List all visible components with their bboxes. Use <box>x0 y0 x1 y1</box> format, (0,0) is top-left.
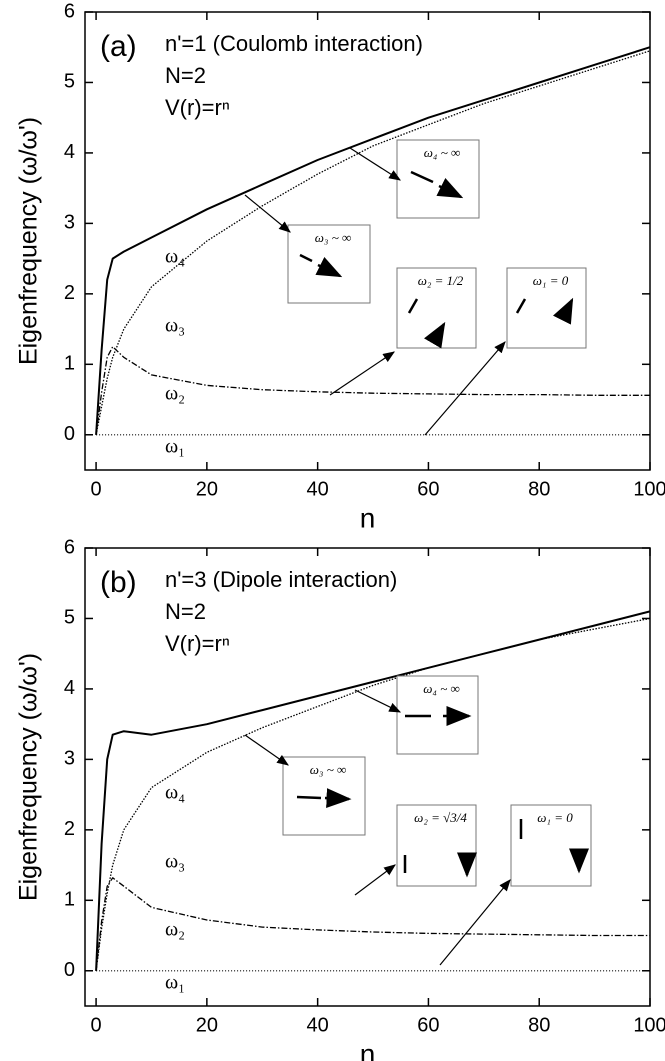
pointer-arrow <box>354 864 396 896</box>
x-axis-label: n <box>360 1038 376 1061</box>
inset-vectors <box>299 255 340 276</box>
inset: ω₃ ~ ∞ <box>287 224 371 304</box>
x-tick-label: 60 <box>417 1014 439 1036</box>
inset-formula: ω₄ ~ ∞ <box>423 681 460 696</box>
y-tick-label: 4 <box>64 677 75 699</box>
pointer-arrow <box>349 147 402 181</box>
y-tick-label: 1 <box>64 353 75 375</box>
series-label: ω₄ <box>165 782 185 804</box>
x-tick-label: 80 <box>528 1014 550 1036</box>
plot-frame <box>84 547 651 1007</box>
y-tick-label: 4 <box>64 141 75 163</box>
series-label: ω₁ <box>165 972 185 994</box>
series-line <box>95 46 651 435</box>
series-line <box>95 50 651 435</box>
inset: ω₁ = 0 <box>506 267 586 349</box>
inset-vectors <box>410 170 461 197</box>
series-label: ω₄ <box>165 246 185 268</box>
series-line <box>95 877 650 971</box>
inset-vectors <box>296 797 349 799</box>
y-tick-label: 3 <box>64 212 75 234</box>
annotation: N=2 <box>165 63 206 88</box>
x-tick-label: 0 <box>91 1014 102 1036</box>
y-tick-label: 2 <box>64 818 75 840</box>
inset-formula: ω₃ ~ ∞ <box>315 230 352 245</box>
series-line <box>95 346 650 435</box>
x-axis-label: n <box>360 502 376 533</box>
series-label: ω₂ <box>165 919 185 941</box>
inset: ω₄ ~ ∞ <box>396 675 478 755</box>
inset-formula: ω₁ = 0 <box>537 810 573 825</box>
pointer-arrow <box>244 734 289 766</box>
pointer-arrow <box>244 194 291 233</box>
series-line <box>95 617 651 971</box>
x-tick-label: 40 <box>307 1014 329 1036</box>
x-tick-label: 20 <box>196 478 218 500</box>
x-tick-label: 0 <box>91 478 102 500</box>
y-tick-label: 6 <box>64 536 75 558</box>
inset-formula: ω₄ ~ ∞ <box>424 145 461 160</box>
panel-label: (a) <box>100 30 137 63</box>
inset-formula: ω₁ = 0 <box>533 273 569 288</box>
series-label: ω₁ <box>165 436 185 458</box>
pointer-arrow <box>329 351 395 396</box>
y-tick-label: 6 <box>64 0 75 22</box>
inset-vectors <box>407 298 444 336</box>
inset-vectors <box>403 855 467 875</box>
plot-frame <box>84 11 651 471</box>
x-tick-label: 80 <box>528 478 550 500</box>
annotation: V(r)=rⁿ <box>165 631 230 656</box>
x-tick-label: 20 <box>196 1014 218 1036</box>
y-tick-label: 1 <box>64 889 75 911</box>
y-tick-label: 3 <box>64 748 75 770</box>
series-label: ω₃ <box>165 851 185 873</box>
x-tick-label: 60 <box>417 478 439 500</box>
inset-formula: ω₂ = √3/4 <box>414 810 467 825</box>
annotation: n'=1 (Coulomb interaction) <box>165 31 423 56</box>
pointer-arrow <box>439 879 511 966</box>
series-label: ω₂ <box>165 383 185 405</box>
x-tick-label: 100 <box>633 478 665 500</box>
panel-label: (b) <box>100 566 137 599</box>
inset-formula: ω₂ = 1/2 <box>418 273 464 288</box>
inset-vectors <box>519 819 579 871</box>
annotation: N=2 <box>165 599 206 624</box>
pointer-arrow <box>424 341 506 436</box>
y-tick-label: 2 <box>64 282 75 304</box>
pointer-arrow <box>354 689 402 713</box>
y-axis-label: Eigenfrequency (ω/ω') <box>15 653 43 901</box>
inset: ω₄ ~ ∞ <box>396 139 479 218</box>
annotation: n'=3 (Dipole interaction) <box>165 567 397 592</box>
y-tick-label: 0 <box>64 959 75 981</box>
inset-formula: ω₃ ~ ∞ <box>310 762 347 777</box>
inset: ω₂ = 1/2 <box>396 267 477 348</box>
series-label: ω₃ <box>165 315 185 337</box>
inset-vectors <box>515 299 572 314</box>
x-tick-label: 40 <box>307 478 329 500</box>
y-tick-label: 5 <box>64 607 75 629</box>
inset: ω₁ = 0 <box>510 804 591 886</box>
y-tick-label: 0 <box>64 423 75 445</box>
y-tick-label: 5 <box>64 71 75 93</box>
inset: ω₂ = √3/4 <box>396 804 476 886</box>
annotation: V(r)=rⁿ <box>165 95 230 120</box>
series-line <box>95 610 651 971</box>
inset: ω₃ ~ ∞ <box>282 756 365 836</box>
x-tick-label: 100 <box>633 1014 665 1036</box>
y-axis-label: Eigenfrequency (ω/ω') <box>15 117 43 365</box>
